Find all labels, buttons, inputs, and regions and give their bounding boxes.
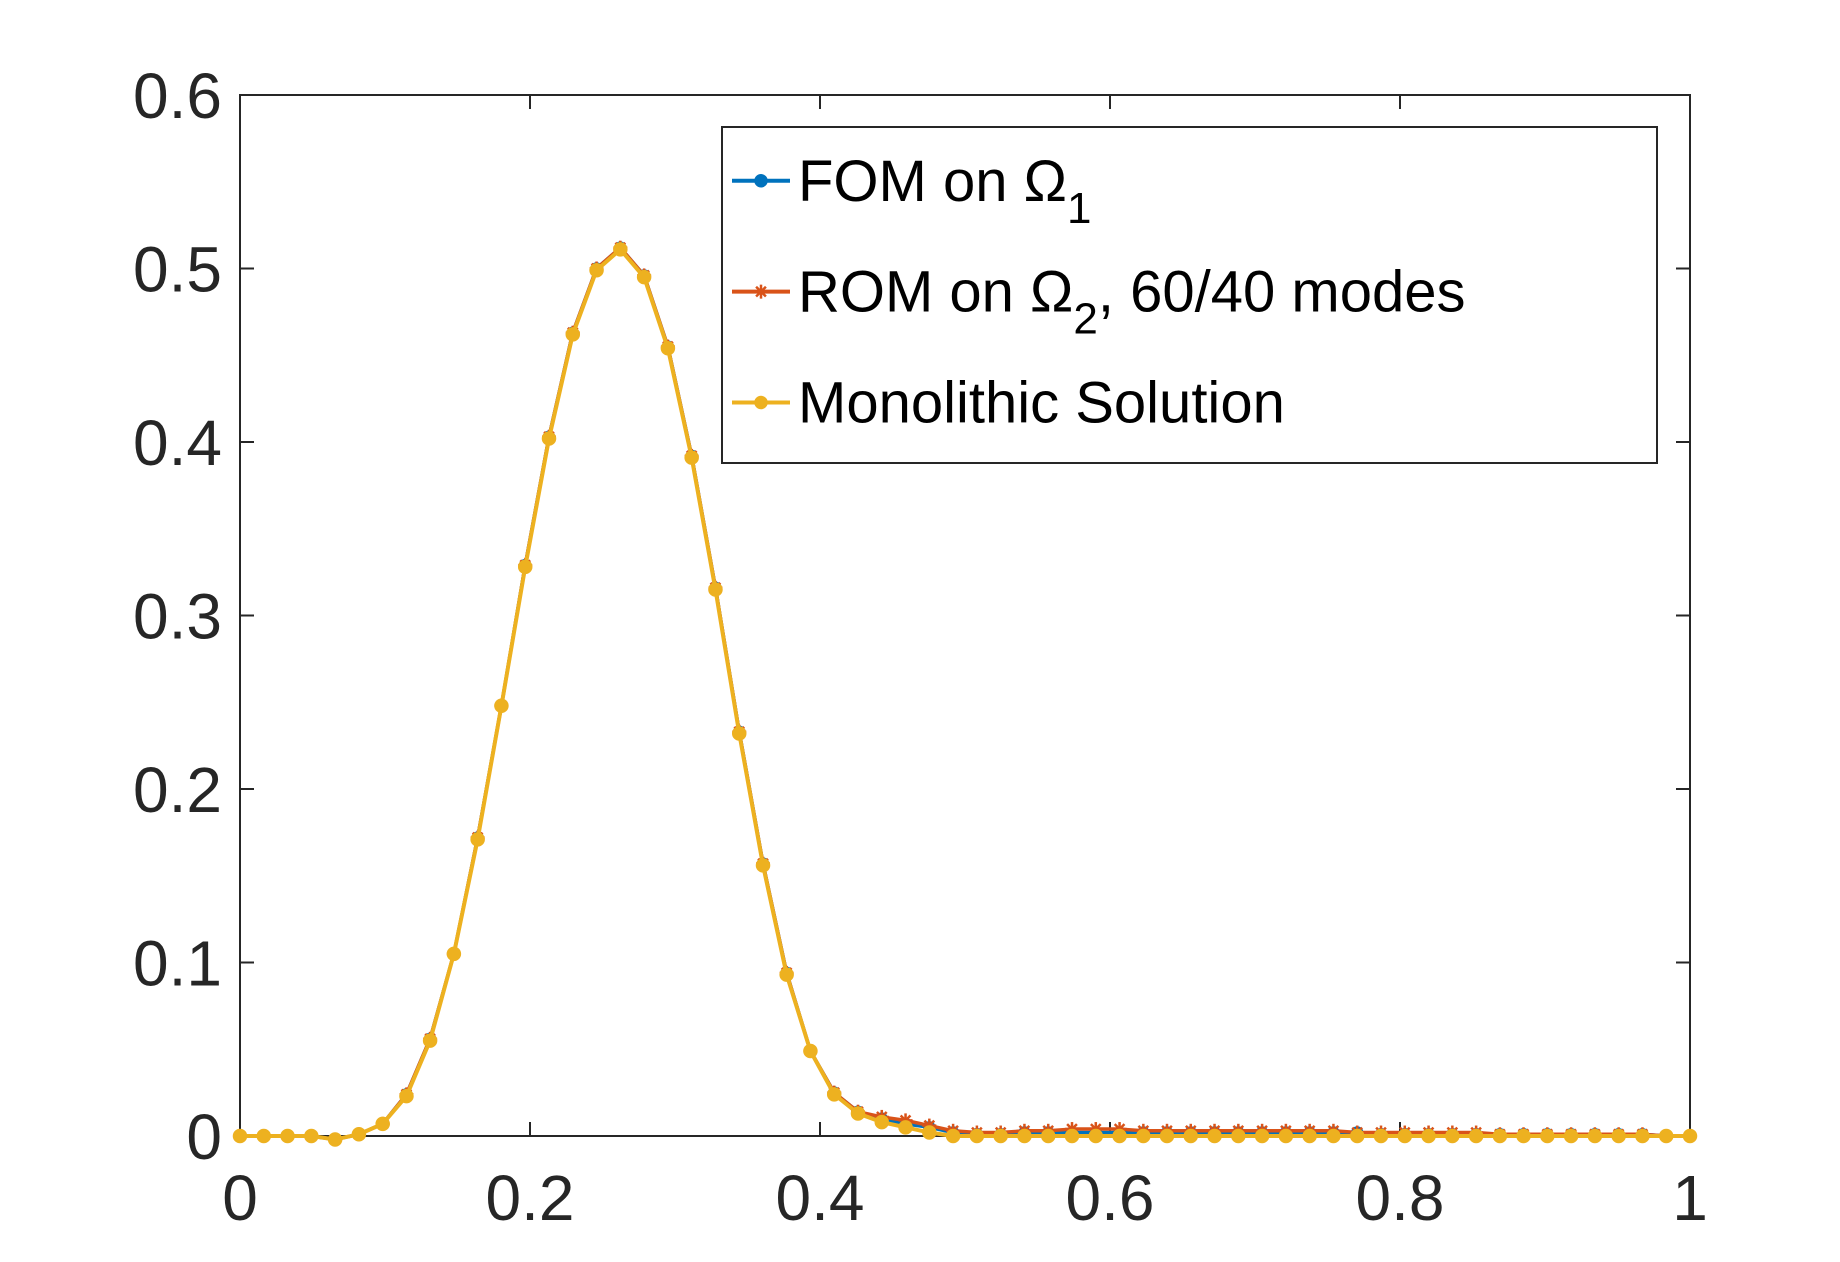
data-point-marker: [232, 1128, 248, 1144]
x-tick-label: 0: [222, 1162, 258, 1234]
data-point-marker: [636, 269, 652, 285]
data-point-marker: [803, 1043, 818, 1059]
data-point-marker: [1373, 1128, 1389, 1144]
data-point-marker: [1682, 1128, 1698, 1144]
data-point-marker: [660, 341, 676, 356]
legend-label: Monolithic Solution: [798, 371, 1285, 436]
data-point-marker: [1445, 1128, 1460, 1144]
series-3: [232, 242, 1698, 1147]
y-tick-label: 0: [186, 1101, 222, 1173]
series-layer: [232, 240, 1698, 1147]
data-point-marker: [969, 1128, 985, 1144]
x-tick-label: 0.8: [1356, 1162, 1445, 1234]
data-point-marker: [731, 726, 747, 741]
data-point-marker: [613, 242, 628, 257]
x-tick-label: 0.2: [486, 1162, 575, 1234]
legend-item: FOM on Ω1: [732, 149, 1091, 233]
data-point-marker: [494, 698, 509, 713]
data-point-marker: [874, 1114, 890, 1130]
data-point-marker: [922, 1125, 937, 1140]
x-axis-tick-labels: 0 0.2 0.4 0.6 0.8 1: [222, 1162, 1708, 1234]
data-point-marker: [1064, 1128, 1080, 1144]
data-point-marker: [470, 832, 485, 847]
data-point-marker: [708, 582, 723, 597]
data-point-marker: [1421, 1128, 1436, 1144]
legend-item: ROM on Ω2, 60/40 modes: [732, 260, 1465, 344]
data-point-marker: [993, 1128, 1008, 1144]
data-point-marker: [1231, 1128, 1246, 1144]
data-point-marker: [1397, 1128, 1413, 1144]
data-point-marker: [1658, 1128, 1674, 1144]
data-point-marker: [1326, 1128, 1341, 1144]
data-point-marker: [351, 1127, 367, 1142]
data-point-marker: [565, 327, 581, 342]
data-point-marker: [517, 559, 533, 575]
legend-label: FOM on Ω1: [798, 149, 1091, 233]
x-tick-label: 0.6: [1066, 1162, 1155, 1234]
data-point-marker: [1635, 1128, 1650, 1144]
data-point-marker: [1183, 1128, 1199, 1144]
legend-label: ROM on Ω2, 60/40 modes: [798, 260, 1465, 344]
data-point-marker: [1587, 1128, 1603, 1144]
x-tick-label: 0.4: [776, 1162, 865, 1234]
data-point-marker: [1017, 1128, 1032, 1144]
data-point-marker: [684, 450, 699, 465]
y-tick-label: 0.3: [133, 581, 222, 653]
y-tick-label: 0.2: [133, 754, 222, 826]
data-point-marker: [779, 967, 794, 982]
y-tick-label: 0.5: [133, 234, 222, 306]
data-point-marker: [1516, 1128, 1531, 1144]
data-point-marker: [755, 858, 771, 873]
legend: FOM on Ω1 ROM on Ω2, 60/40 modes Monolithi…: [721, 126, 1658, 464]
x-tick-label: 1: [1672, 1162, 1708, 1234]
data-point-marker: [1540, 1128, 1555, 1144]
data-point-marker: [850, 1106, 866, 1121]
data-point-marker: [1302, 1128, 1317, 1144]
y-tick-label: 0.6: [133, 60, 222, 132]
data-point-marker: [304, 1128, 319, 1144]
data-point-marker: [1088, 1128, 1104, 1144]
data-point-marker: [1159, 1128, 1175, 1144]
data-point-marker: [945, 1128, 961, 1144]
data-point-marker: [541, 431, 557, 446]
data-point-marker: [1492, 1128, 1508, 1144]
legend-box: [721, 126, 1658, 464]
data-point-marker: [1040, 1128, 1056, 1144]
data-point-marker: [826, 1087, 842, 1102]
data-point-marker: [754, 395, 768, 410]
data-point-marker: [754, 284, 768, 299]
data-point-marker: [375, 1116, 390, 1132]
data-point-marker: [422, 1033, 438, 1048]
data-point-marker: [1112, 1128, 1127, 1144]
data-point-marker: [754, 174, 768, 188]
y-axis-tick-labels: 0 0.1 0.2 0.3 0.4 0.5 0.6: [133, 60, 222, 1173]
data-point-marker: [1468, 1128, 1484, 1144]
data-point-marker: [1349, 1128, 1365, 1144]
legend-item: Monolithic Solution: [732, 371, 1285, 436]
data-point-marker: [1207, 1128, 1222, 1144]
data-point-marker: [256, 1128, 272, 1144]
data-point-marker: [280, 1128, 295, 1144]
data-point-marker: [1278, 1128, 1294, 1144]
data-point-marker: [1611, 1128, 1626, 1144]
data-point-marker: [399, 1088, 414, 1104]
data-point-marker: [1254, 1128, 1270, 1144]
data-point-marker: [898, 1120, 913, 1135]
y-tick-label: 0.1: [133, 928, 222, 1000]
data-point-marker: [1563, 1128, 1579, 1144]
data-point-marker: [589, 262, 604, 278]
data-point-marker: [446, 946, 462, 962]
data-point-marker: [1136, 1128, 1151, 1144]
data-point-marker: [327, 1132, 343, 1147]
y-tick-label: 0.4: [133, 407, 222, 479]
